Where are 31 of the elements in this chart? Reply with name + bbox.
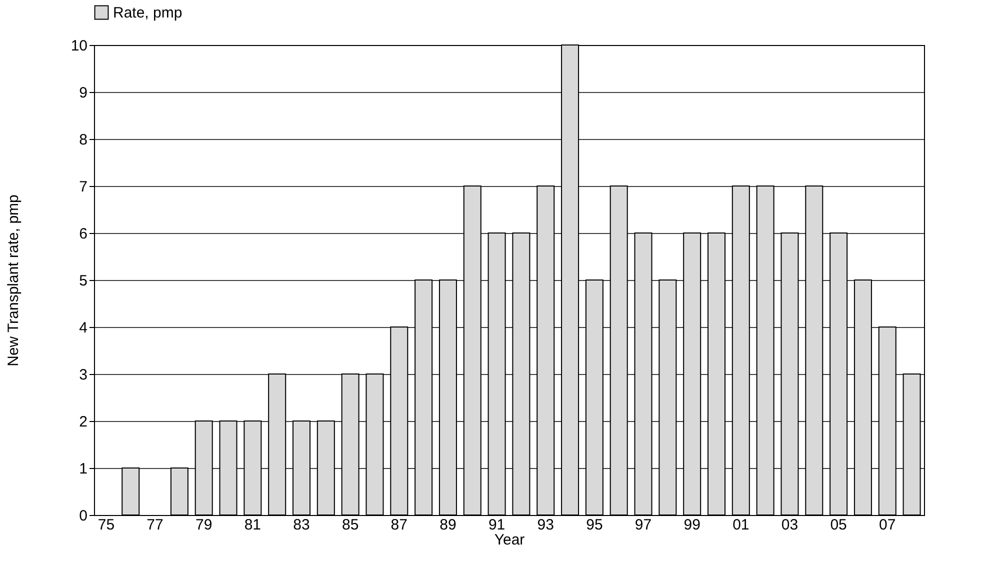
- x-tick-label: 85: [342, 516, 359, 534]
- y-tick-label: 5: [79, 272, 88, 290]
- legend-label: Rate, pmp: [113, 4, 182, 22]
- x-tick-label: 99: [684, 516, 700, 534]
- y-tick-label: 1: [79, 460, 88, 478]
- x-tick-label: 91: [488, 516, 506, 534]
- x-tick-label: 03: [781, 516, 798, 534]
- x-tick-label: 01: [732, 516, 750, 534]
- x-axis-title: Year: [494, 532, 525, 548]
- x-tick-label: 97: [634, 516, 652, 534]
- y-tick-label: 10: [70, 38, 88, 54]
- y-tick-label: 3: [79, 366, 88, 384]
- x-tick-label: 07: [879, 516, 896, 534]
- x-tick-label: 95: [586, 516, 603, 534]
- x-tick-label: 75: [98, 516, 115, 534]
- x-tick-label: 81: [244, 516, 262, 534]
- y-tick-label: 4: [79, 320, 88, 336]
- y-tick-label: 6: [79, 226, 88, 242]
- y-tick-label: 8: [79, 132, 88, 148]
- x-tick-label: 77: [146, 516, 164, 534]
- x-tick-label: 05: [830, 516, 847, 534]
- x-tick-label: 83: [293, 516, 310, 534]
- y-tick-label: 9: [79, 84, 88, 102]
- y-tick-label: 0: [79, 508, 88, 524]
- y-tick-label: 2: [79, 414, 88, 430]
- x-tick-label: 79: [196, 516, 212, 534]
- x-tick-label: 89: [440, 516, 456, 534]
- x-tick-label: 93: [537, 516, 554, 534]
- y-axis-title: New Transplant rate, pmp: [4, 194, 22, 366]
- x-tick-label: 87: [390, 516, 408, 534]
- y-tick-label: 7: [79, 178, 88, 196]
